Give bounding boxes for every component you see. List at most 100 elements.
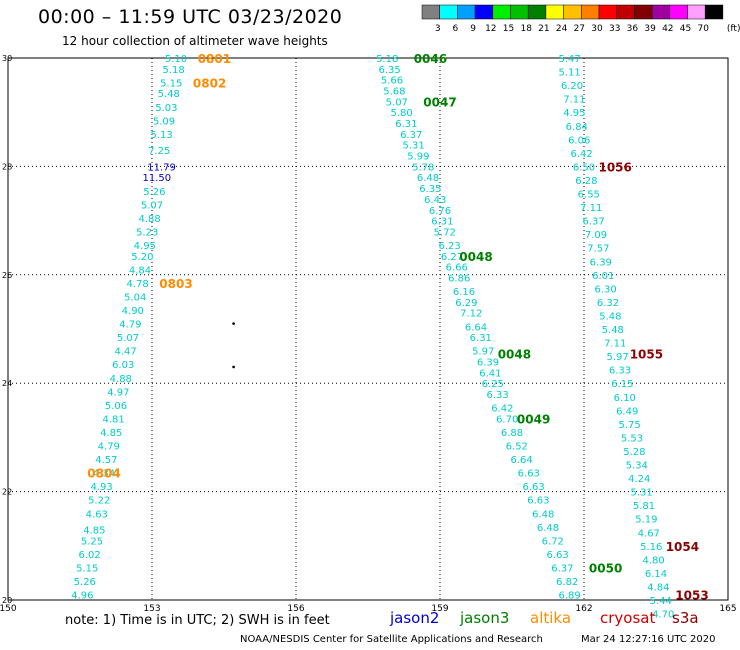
swh-value-cryosat: 6.43 <box>424 195 446 206</box>
swh-value-cryosat: 6.42 <box>570 149 592 160</box>
swh-value-cryosat: 7.57 <box>587 244 609 255</box>
swh-value-cryosat: 6.63 <box>522 482 544 493</box>
swh-value-cryosat: 6.31 <box>395 119 417 130</box>
pass-time-label: 0801 <box>198 52 231 66</box>
y-tick-label: 22 <box>2 488 12 497</box>
swh-value-cryosat: 6.72 <box>542 536 564 547</box>
swh-value-cryosat: 5.31 <box>402 141 424 152</box>
swh-value-cryosat: 5.07 <box>141 200 163 211</box>
swh-value-cryosat: 6.64 <box>510 455 532 466</box>
swh-value-cryosat: 6.27 <box>441 252 463 263</box>
swh-value-cryosat: 5.15 <box>76 563 98 574</box>
swh-value-jason2: 11.50 <box>142 173 171 184</box>
swh-value-cryosat: 6.37 <box>582 217 604 228</box>
colorbar-label: 24 <box>556 24 568 34</box>
swh-value-cryosat: 6.48 <box>417 173 439 184</box>
credit-line: NOAA/NESDIS Center for Satellite Applica… <box>240 634 543 645</box>
swh-value-cryosat: 5.80 <box>390 108 412 119</box>
y-tick-label: 28 <box>2 162 12 171</box>
swh-value-cryosat: 6.48 <box>532 509 554 520</box>
swh-value-cryosat: 6.31 <box>431 217 453 228</box>
swh-value-cryosat: 6.63 <box>546 550 568 561</box>
swh-value-cryosat: 5.26 <box>143 187 165 198</box>
pass-time-label: 1055 <box>630 347 663 361</box>
pass-time-label: 0047 <box>423 95 456 109</box>
swh-value-cryosat: 4.67 <box>638 528 660 539</box>
swh-value-cryosat: 4.84 <box>129 265 151 276</box>
chart-title: 00:00 – 11:59 UTC 03/23/2020 <box>38 6 343 28</box>
colorbar-swatch <box>704 4 724 20</box>
swh-value-cryosat: 5.97 <box>472 347 494 358</box>
legend-cryosat: cryosat <box>600 609 656 627</box>
y-tick-label: 26 <box>2 271 12 280</box>
swh-value-cryosat: 6.35 <box>419 184 441 195</box>
swh-value-cryosat: 6.14 <box>645 569 667 580</box>
marker-dot <box>232 322 235 325</box>
swh-value-cryosat: 4.96 <box>71 591 93 602</box>
swh-value-cryosat: 5.31 <box>630 488 652 499</box>
swh-value-cryosat: 5.26 <box>74 577 96 588</box>
swh-value-cryosat: 6.15 <box>611 379 633 390</box>
swh-value-cryosat: 5.18 <box>162 65 184 76</box>
colorbar-unit: (ft) <box>727 24 740 34</box>
swh-value-cryosat: 6.23 <box>438 241 460 252</box>
swh-value-cryosat: 6.70 <box>496 414 518 425</box>
swh-value-cryosat: 4.57 <box>95 455 117 466</box>
swh-value-cryosat: 6.49 <box>616 406 638 417</box>
swh-value-cryosat: 4.85 <box>100 428 122 439</box>
swh-value-cryosat: 4.95 <box>134 241 156 252</box>
colorbar-label: 21 <box>538 24 549 34</box>
swh-value-cryosat: 7.11 <box>604 339 626 350</box>
swh-value-cryosat: 6.89 <box>558 591 580 602</box>
swh-value-cryosat: 6.03 <box>112 360 134 371</box>
swh-value-cryosat: 6.37 <box>551 563 573 574</box>
swh-value-cryosat: 6.33 <box>486 390 508 401</box>
swh-value-cryosat: 5.18 <box>376 54 398 65</box>
swh-value-cryosat: 6.63 <box>518 469 540 480</box>
swh-value-cryosat: 5.25 <box>81 536 103 547</box>
swh-value-cryosat: 6.32 <box>597 298 619 309</box>
swh-value-cryosat: 6.50 <box>573 162 595 173</box>
pass-time-label: 0048 <box>459 250 492 264</box>
legend-altika: altika <box>530 609 572 627</box>
swh-value-cryosat: 5.48 <box>602 325 624 336</box>
colorbar-label: 3 <box>435 24 441 34</box>
swh-value-cryosat: 4.95 <box>563 108 585 119</box>
pass-time-label: 1054 <box>666 540 699 554</box>
pass-time-label: 0050 <box>589 561 622 575</box>
swh-value-cryosat: 5.13 <box>150 130 172 141</box>
swh-value-cryosat: 6.33 <box>609 366 631 377</box>
color-scale-legend: 3 6 9 12 15 18 21 24 27 30 33 36 39 42 45 70 (ft) <box>421 4 740 34</box>
swh-value-cryosat: 5.22 <box>88 496 110 507</box>
plot-frame <box>7 57 729 601</box>
swh-value-cryosat: 6.52 <box>506 442 528 453</box>
swh-value-cryosat: 6.31 <box>470 333 492 344</box>
swh-value-cryosat: 4.63 <box>86 509 108 520</box>
y-tick-label: 30 <box>2 54 12 63</box>
chart-subtitle: 12 hour collection of altimeter wave hei… <box>62 34 328 48</box>
swh-value-cryosat: 6.16 <box>453 287 475 298</box>
swh-value-cryosat: 6.63 <box>527 496 549 507</box>
swh-value-cryosat: 4.84 <box>647 582 669 593</box>
swh-value-cryosat: 4.79 <box>119 320 141 331</box>
x-tick-label: 153 <box>143 604 160 614</box>
pass-time-label: 0049 <box>517 412 550 426</box>
swh-value-cryosat: 5.09 <box>153 116 175 127</box>
swh-value-cryosat: 6.64 <box>465 322 487 333</box>
swh-value-cryosat: 5.16 <box>640 542 662 553</box>
wave-height-plot: 150 153 156 159 162 165 20 22 24 26 28 30 11.7911.50… <box>0 52 737 620</box>
colorbar-label: 45 <box>680 24 691 34</box>
swh-value-cryosat: 5.04 <box>124 292 146 303</box>
swh-value-cryosat: 6.39 <box>590 257 612 268</box>
swh-value-cryosat: 5.28 <box>623 447 645 458</box>
y-tick-label: 24 <box>2 379 12 388</box>
swh-value-cryosat: 5.23 <box>136 227 158 238</box>
colorbar-label: 33 <box>609 24 620 34</box>
swh-value-cryosat: 4.24 <box>628 474 650 485</box>
swh-value-cryosat: 6.25 <box>482 379 504 390</box>
pass-time-label: 0046 <box>414 52 447 66</box>
pass-time-label: 1053 <box>675 589 708 603</box>
swh-value-cryosat: 6.37 <box>400 130 422 141</box>
swh-value-cryosat: 7.25 <box>148 146 170 157</box>
swh-value-cryosat: 5.68 <box>383 87 405 98</box>
